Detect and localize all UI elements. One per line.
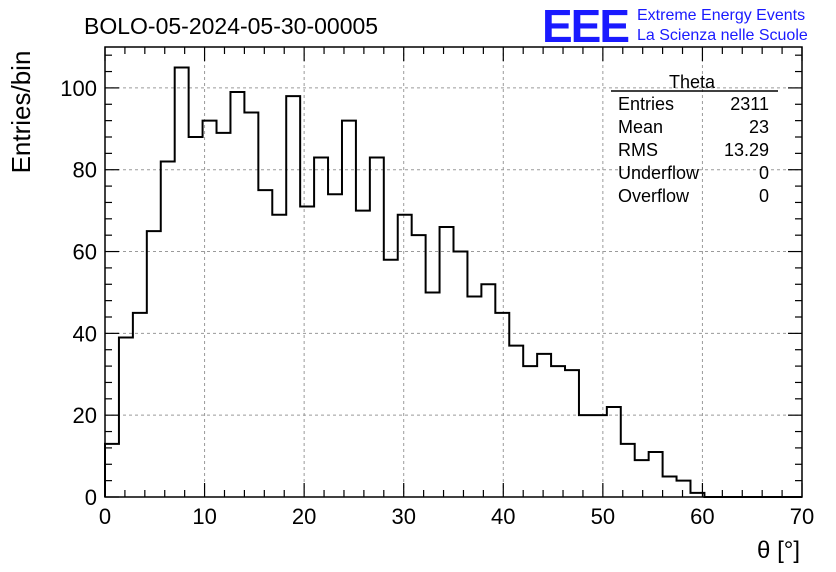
x-tick-label: 0	[99, 504, 111, 529]
chart-title: BOLO-05-2024-05-30-00005	[84, 13, 378, 39]
stats-value: 0	[759, 163, 769, 183]
histogram-bin	[258, 190, 272, 497]
y-tick-label: 80	[73, 158, 97, 183]
y-tick-label: 60	[73, 240, 97, 265]
plot-frame	[104, 46, 803, 498]
stats-label: RMS	[618, 140, 658, 160]
histogram-bin	[217, 133, 231, 497]
histogram-bin	[286, 96, 300, 497]
histogram-bin	[454, 252, 468, 497]
stats-box: Theta Entries 2311 Mean 23 RMS 13.29 Underflow…	[611, 72, 778, 206]
logo-line-1: Extreme Energy Events	[637, 7, 805, 24]
grid-lines	[105, 47, 802, 497]
stats-value: 23	[749, 117, 769, 137]
logo-mark: EEE	[542, 0, 628, 52]
stats-label: Entries	[618, 94, 674, 114]
histogram-bin	[440, 227, 454, 497]
histogram-bin	[481, 284, 495, 497]
histogram-bin	[565, 370, 579, 497]
histogram-bin	[119, 337, 133, 497]
y-tick-label: 40	[73, 321, 97, 346]
logo-line-2: La Scienza nelle Scuole	[637, 27, 808, 44]
histogram-bin	[147, 231, 161, 497]
x-tick-labels: 0 10 20 30 40 50 60 70	[99, 504, 814, 529]
histogram-bin	[133, 313, 147, 497]
histogram-bars	[104, 66, 802, 498]
histogram-bin	[677, 481, 691, 497]
histogram-bin	[635, 460, 649, 497]
histogram-bin	[384, 260, 398, 497]
stats-name: Theta	[669, 72, 716, 92]
histogram-bin	[551, 366, 565, 497]
histogram-bin	[607, 407, 621, 497]
histogram-bin	[314, 157, 328, 497]
histogram-bin	[328, 194, 342, 497]
histogram-bin	[467, 297, 481, 497]
stats-value: 2311	[730, 94, 769, 114]
histogram-bin	[649, 452, 663, 497]
histogram-bin	[593, 415, 607, 497]
stats-rows: Entries 2311 Mean 23 RMS 13.29 Underflow 0 Overf…	[618, 94, 769, 206]
y-axis-label: Entries/bin	[6, 51, 36, 174]
x-tick-label: 30	[391, 504, 415, 529]
x-tick-label: 50	[591, 504, 615, 529]
x-tick-label: 40	[491, 504, 515, 529]
histogram-bin	[370, 157, 384, 497]
stats-label: Mean	[618, 117, 663, 137]
histogram-bin	[509, 346, 523, 497]
axes	[104, 46, 803, 498]
x-axis-label: θ [°]	[757, 537, 800, 564]
histogram-bin	[272, 215, 286, 497]
x-tick-label: 60	[690, 504, 714, 529]
stats-label: Underflow	[618, 163, 700, 183]
histogram-bin	[230, 92, 244, 497]
y-tick-label: 20	[73, 403, 97, 428]
x-tick-label: 70	[790, 504, 814, 529]
histogram-bin	[579, 415, 593, 497]
histogram-bin	[412, 235, 426, 497]
y-tick-label: 100	[60, 76, 97, 101]
histogram-bin	[342, 121, 356, 497]
histogram-bin	[203, 121, 217, 497]
x-tick-label: 10	[192, 504, 216, 529]
histogram-bin	[663, 477, 677, 497]
histogram-bin	[300, 207, 314, 497]
histogram-outline	[104, 66, 802, 498]
histogram-bin	[161, 162, 175, 497]
stats-label: Overflow	[618, 186, 690, 206]
histogram-bin	[426, 292, 440, 497]
histogram-bin	[495, 313, 509, 497]
y-tick-labels: 0 20 40 60 80 100	[60, 76, 97, 510]
stats-value: 13.29	[724, 140, 769, 160]
y-tick-label: 0	[85, 485, 97, 510]
histogram-bin	[621, 444, 635, 497]
x-tick-label: 20	[292, 504, 316, 529]
histogram-bin	[356, 211, 370, 497]
histogram-bin	[398, 215, 412, 497]
eee-logo: EEE Extreme Energy Events La Scienza nel…	[542, 0, 808, 52]
histogram-bin	[189, 137, 203, 497]
histogram-bin	[523, 366, 537, 497]
histogram-bin	[175, 67, 189, 497]
histogram-bin	[537, 354, 551, 497]
stats-value: 0	[759, 186, 769, 206]
histogram-bin	[105, 444, 119, 497]
